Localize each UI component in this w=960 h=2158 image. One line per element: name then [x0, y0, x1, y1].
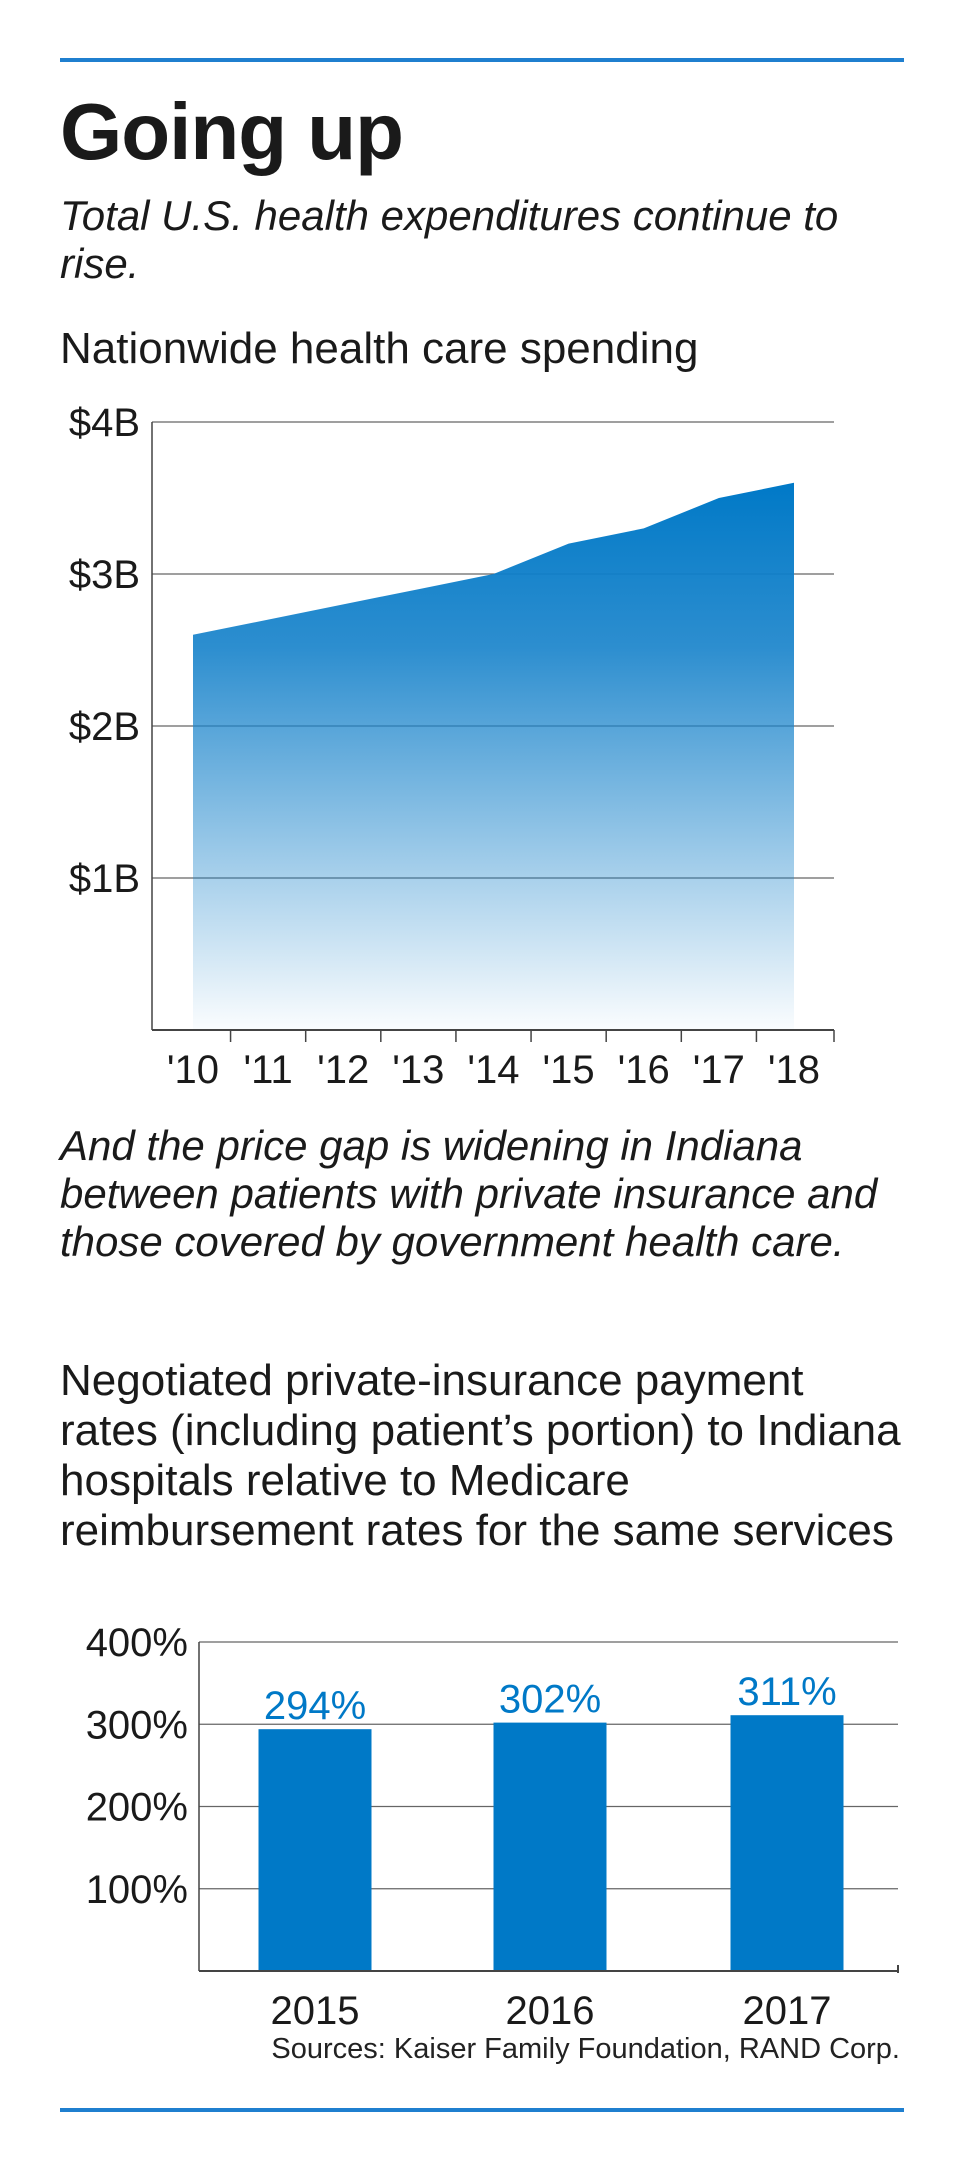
payment-axes: [198, 1642, 899, 1973]
spending-y-tick-label: $4B: [69, 401, 140, 445]
spending-x-tick-label: '13: [392, 1048, 444, 1092]
payment-rate-bar-chart: 100% 200% 300% 400% 2015 2016 2017 294% 302% 31…: [86, 1621, 899, 2033]
spending-y-tick-label: $2B: [69, 705, 140, 749]
spending-y-tick-label: $3B: [69, 553, 140, 597]
spending-x-tick-label: '17: [693, 1048, 745, 1092]
spending-x-axis-labels: '10 '11 '12 '13 '14 '15 '16 '17 '18: [167, 1048, 820, 1092]
payment-y-tick-label: 300%: [86, 1703, 188, 1747]
payment-x-tick-label: 2017: [743, 1989, 832, 2033]
spending-x-tick-label: '18: [768, 1048, 820, 1092]
payment-data-label: 302%: [499, 1678, 601, 1722]
spending-x-tick-label: '11: [244, 1048, 293, 1092]
payment-y-tick-label: 100%: [86, 1868, 188, 1912]
payment-bar: [258, 1729, 372, 1971]
payment-x-axis-labels: 2015 2016 2017: [271, 1989, 832, 2033]
spending-x-tick-label: '16: [618, 1048, 670, 1092]
payment-x-tick-label: 2015: [271, 1989, 360, 2033]
spending-x-tick-label: '12: [317, 1048, 369, 1092]
spending-area-chart: $1B $2B $3B $4B '10 '11 '12 '13 '14 '15 '16 '17 '18: [69, 401, 835, 1092]
spending-x-tick-label: '10: [167, 1048, 219, 1092]
price-gap-text: And the price gap is widening in Indiana…: [60, 1122, 878, 1265]
spending-x-tick-label: '14: [467, 1048, 519, 1092]
payment-bar: [493, 1722, 607, 1971]
payment-y-axis-labels: 100% 200% 300% 400%: [86, 1621, 188, 1912]
payment-chart-title: Negotiated private-insurance payment rat…: [60, 1356, 901, 1555]
payment-y-tick-label: 200%: [86, 1786, 188, 1830]
spending-area-series: [193, 482, 794, 1030]
spending-x-tick-label: '15: [543, 1048, 595, 1092]
payment-bars: [258, 1715, 844, 1971]
spending-y-axis-labels: $1B $2B $3B $4B: [69, 401, 140, 901]
page-title: Going up: [60, 87, 404, 176]
source-note: Sources: Kaiser Family Foundation, RAND …: [271, 2033, 900, 2065]
payment-data-labels: 294% 302% 311%: [264, 1670, 837, 1728]
payment-data-label: 294%: [264, 1684, 366, 1728]
top-rule: [60, 58, 904, 62]
spending-axes: [151, 422, 835, 1042]
spending-chart-title: Nationwide health care spending: [60, 324, 699, 373]
bottom-rule: [60, 2108, 904, 2112]
payment-x-tick-label: 2016: [506, 1989, 595, 2033]
page-subtitle: Total U.S. health expenditures continue …: [60, 192, 839, 287]
payment-bar: [730, 1715, 844, 1971]
payment-data-label: 311%: [737, 1670, 836, 1714]
spending-y-tick-label: $1B: [69, 857, 140, 901]
payment-y-tick-label: 400%: [86, 1621, 188, 1665]
